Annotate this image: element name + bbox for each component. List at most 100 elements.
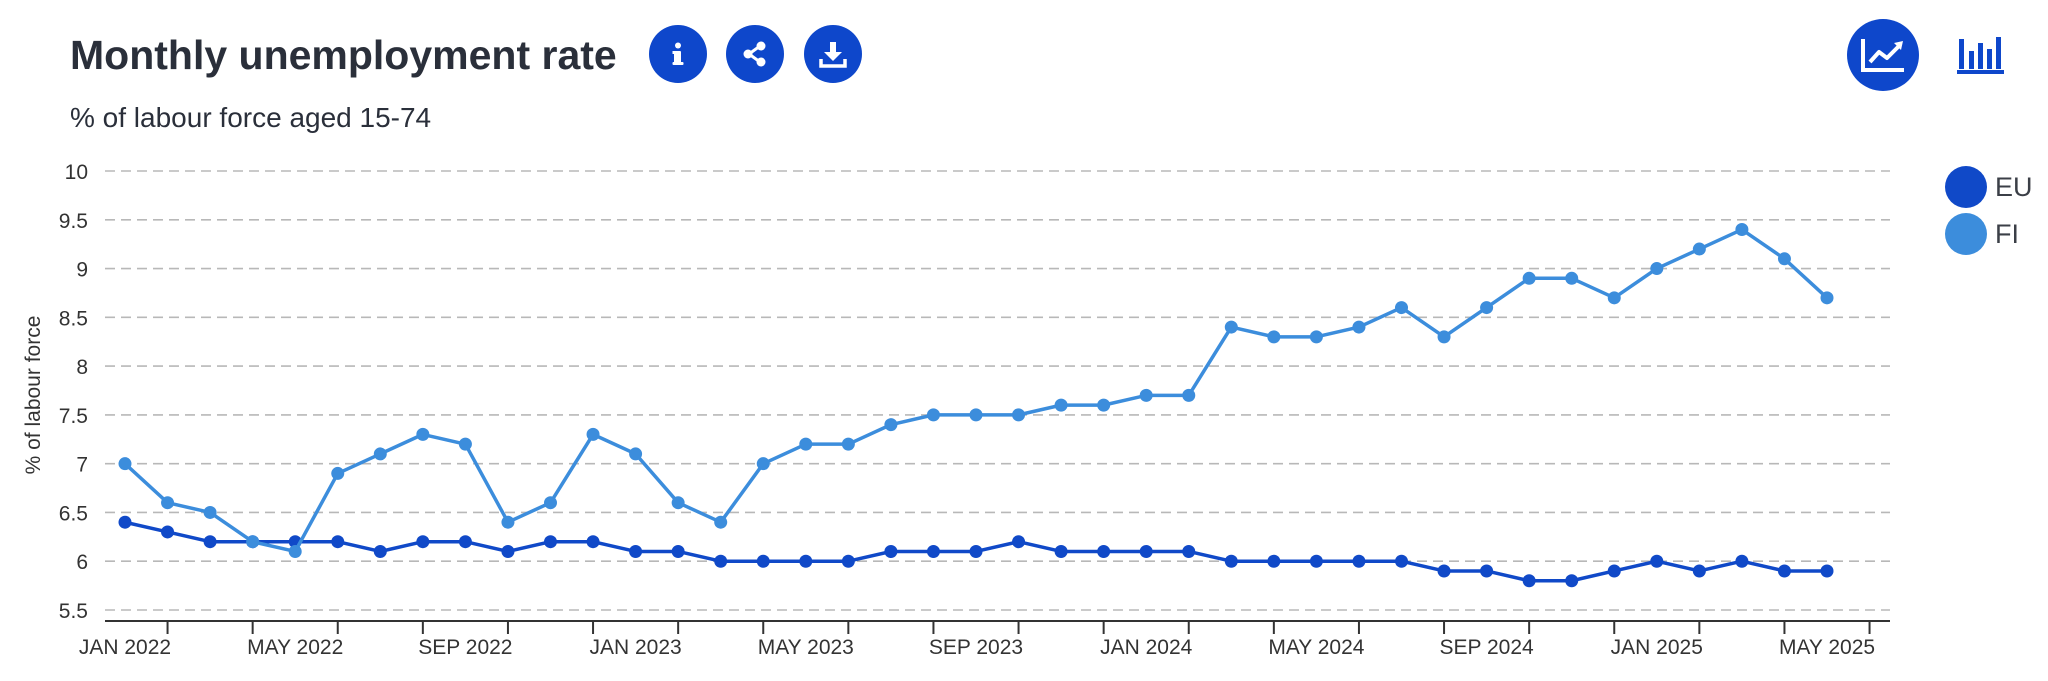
x-tick-label: SEP 2023 (929, 636, 1023, 659)
data-point-eu[interactable] (331, 535, 345, 549)
data-point-eu[interactable] (1735, 554, 1749, 568)
data-point-fi[interactable] (544, 496, 557, 510)
y-tick-label: 8.5 (59, 307, 88, 330)
data-point-eu[interactable] (1054, 544, 1068, 558)
data-point-fi[interactable] (501, 515, 515, 529)
bar-chart-view-button[interactable] (1955, 31, 2007, 79)
data-point-eu[interactable] (1820, 564, 1834, 578)
data-point-eu[interactable] (544, 535, 557, 549)
data-point-fi[interactable] (1054, 398, 1068, 412)
data-point-eu[interactable] (629, 544, 643, 558)
data-point-fi[interactable] (1097, 398, 1111, 412)
data-point-fi[interactable] (586, 427, 600, 441)
data-point-fi[interactable] (118, 457, 132, 471)
data-point-fi[interactable] (1182, 388, 1196, 402)
legend-swatch-fi (1945, 213, 1987, 255)
data-point-fi[interactable] (1777, 252, 1791, 266)
data-point-eu[interactable] (416, 535, 430, 549)
info-icon (672, 42, 684, 65)
data-point-eu[interactable] (203, 535, 217, 549)
x-tick-label: SEP 2022 (418, 636, 512, 659)
data-point-eu[interactable] (1777, 564, 1791, 578)
data-point-fi[interactable] (1565, 271, 1579, 285)
data-point-eu[interactable] (884, 544, 898, 558)
data-point-eu[interactable] (1395, 554, 1408, 568)
line-chart-view-button[interactable] (1847, 19, 1919, 91)
x-tick-label: MAY 2023 (758, 636, 854, 659)
data-point-fi[interactable] (1522, 271, 1536, 285)
data-point-eu[interactable] (118, 515, 132, 529)
data-point-eu[interactable] (373, 544, 387, 558)
data-point-eu[interactable] (969, 544, 983, 558)
data-point-fi[interactable] (1607, 291, 1621, 305)
data-point-fi[interactable] (1395, 301, 1408, 315)
data-point-fi[interactable] (1309, 330, 1323, 344)
data-point-eu[interactable] (1692, 564, 1706, 578)
info-button[interactable] (649, 25, 707, 83)
data-point-eu[interactable] (1650, 554, 1664, 568)
data-point-fi[interactable] (1267, 330, 1281, 344)
download-button[interactable] (804, 25, 862, 83)
data-point-eu[interactable] (458, 535, 472, 549)
data-point-fi[interactable] (1012, 408, 1026, 422)
data-point-eu[interactable] (1267, 554, 1281, 568)
data-point-eu[interactable] (1352, 554, 1366, 568)
data-point-fi[interactable] (671, 496, 685, 510)
data-point-eu[interactable] (671, 544, 685, 558)
data-point-fi[interactable] (714, 515, 728, 529)
share-button[interactable] (726, 25, 784, 83)
data-point-fi[interactable] (1352, 320, 1366, 334)
data-point-fi[interactable] (1735, 223, 1749, 237)
data-point-eu[interactable] (1224, 554, 1238, 568)
data-point-fi[interactable] (1650, 262, 1664, 276)
data-point-eu[interactable] (1565, 574, 1579, 588)
data-point-fi[interactable] (926, 408, 940, 422)
data-point-eu[interactable] (756, 554, 770, 568)
data-point-fi[interactable] (1692, 242, 1706, 256)
data-point-fi[interactable] (1437, 330, 1451, 344)
x-tick-label: JAN 2025 (1611, 636, 1703, 659)
data-point-fi[interactable] (756, 457, 770, 471)
data-point-fi[interactable] (841, 437, 855, 451)
data-point-eu[interactable] (1480, 564, 1494, 578)
data-point-fi[interactable] (1139, 388, 1153, 402)
data-point-fi[interactable] (969, 408, 983, 422)
data-point-fi[interactable] (203, 505, 217, 519)
legend-item-eu[interactable]: EU (1945, 166, 2033, 208)
data-point-fi[interactable] (799, 437, 813, 451)
data-point-fi[interactable] (288, 544, 302, 558)
data-point-fi[interactable] (1820, 291, 1834, 305)
data-point-fi[interactable] (1224, 320, 1238, 334)
data-point-fi[interactable] (246, 535, 260, 549)
data-point-eu[interactable] (1437, 564, 1451, 578)
chart-subtitle: % of labour force aged 15-74 (70, 102, 432, 133)
data-point-eu[interactable] (501, 544, 515, 558)
data-point-eu[interactable] (1522, 574, 1536, 588)
data-point-eu[interactable] (161, 525, 175, 539)
data-point-eu[interactable] (714, 554, 728, 568)
data-point-fi[interactable] (884, 418, 898, 432)
data-point-eu[interactable] (926, 544, 940, 558)
data-point-eu[interactable] (586, 535, 600, 549)
data-point-fi[interactable] (161, 496, 175, 510)
data-point-fi[interactable] (629, 447, 643, 461)
x-tick-label: MAY 2025 (1779, 636, 1875, 659)
data-point-eu[interactable] (1139, 544, 1153, 558)
data-point-fi[interactable] (331, 466, 345, 480)
data-point-fi[interactable] (416, 427, 430, 441)
data-point-eu[interactable] (1182, 544, 1196, 558)
data-point-eu[interactable] (841, 554, 855, 568)
data-point-eu[interactable] (1309, 554, 1323, 568)
data-point-eu[interactable] (799, 554, 813, 568)
x-tick-label: JAN 2023 (589, 636, 681, 659)
data-point-eu[interactable] (1012, 535, 1026, 549)
legend-item-fi[interactable]: FI (1945, 213, 2019, 255)
x-tick-label: SEP 2024 (1439, 636, 1534, 659)
data-point-eu[interactable] (1607, 564, 1621, 578)
line-chart: 10 9.5 9 8.5 8 7.5 7 6.5 6 5.5 JAN 2022 MAY 2022 SEP… (22, 161, 1890, 659)
page-title: Monthly unemployment rate (70, 32, 617, 78)
data-point-eu[interactable] (1097, 544, 1111, 558)
data-point-fi[interactable] (373, 447, 387, 461)
data-point-fi[interactable] (1480, 301, 1494, 315)
data-point-fi[interactable] (458, 437, 472, 451)
